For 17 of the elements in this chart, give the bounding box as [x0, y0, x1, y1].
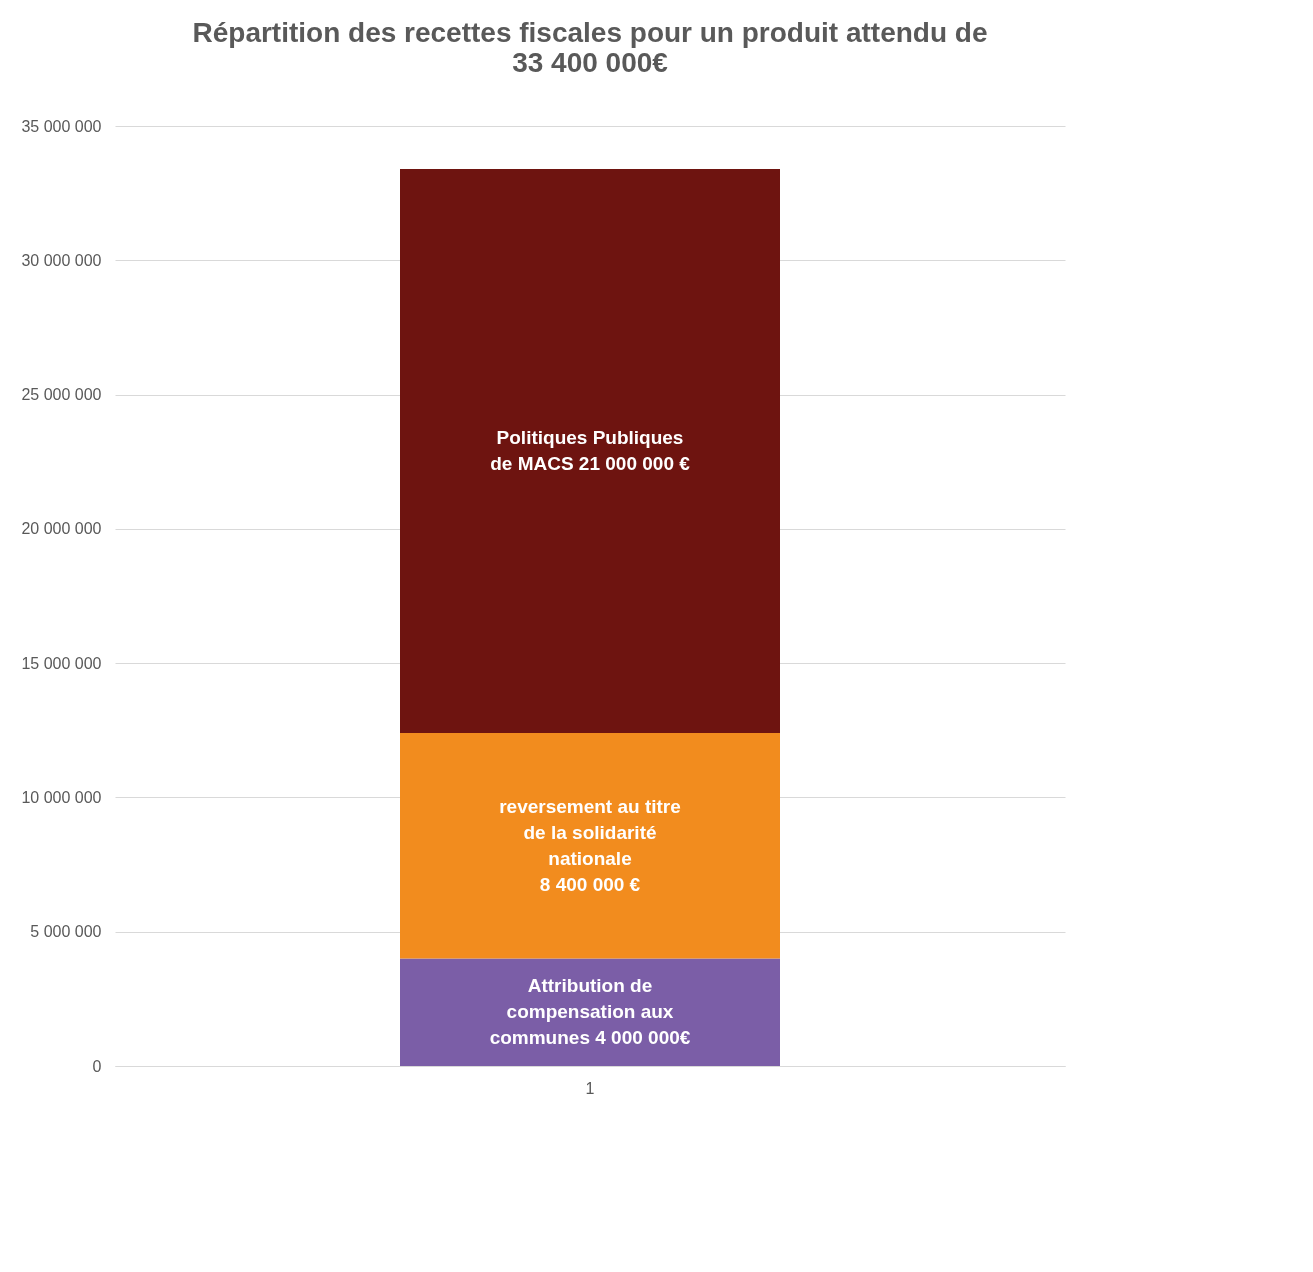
y-tick-label: 10 000 000: [21, 788, 102, 806]
y-tick-label: 0: [92, 1057, 102, 1075]
series-label: reversement au titre de la solidarité nationale: [499, 795, 681, 869]
text: Politiques Publiques de MACS 21 000 000 €: [490, 426, 690, 474]
data-label: 8 400 000 €: [539, 873, 641, 895]
y-tick-label: 20 000 000: [21, 520, 102, 538]
text: Attribution de compensation aux communes 4 000 000€: [489, 975, 691, 1049]
bar: [400, 958, 780, 1066]
y-tick-label: 30 000 000: [21, 251, 102, 269]
bar: [400, 732, 780, 959]
y-tick-label: 15 000 000: [21, 654, 102, 672]
chart-title: Répartition des recettes fiscales pour un produit attendu de 33 400 000€: [192, 17, 988, 78]
y-tick-label: 35 000 000: [21, 117, 102, 135]
y-tick-label: 25 000 000: [21, 386, 102, 404]
y-tick-label: 5 000 000: [30, 923, 102, 941]
x-tick-label: 1: [585, 1079, 595, 1097]
bar: [400, 168, 780, 733]
